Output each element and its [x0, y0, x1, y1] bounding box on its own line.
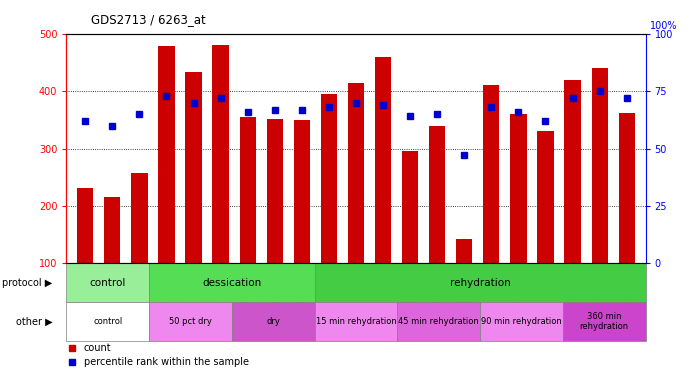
Bar: [483, 86, 500, 321]
Bar: [591, 68, 608, 321]
Bar: [397, 302, 480, 341]
Bar: [480, 302, 563, 341]
Text: count: count: [84, 343, 111, 352]
Bar: [321, 94, 337, 321]
Bar: [267, 119, 283, 321]
Bar: [456, 238, 473, 321]
Bar: [375, 57, 391, 321]
Text: 50 pct dry: 50 pct dry: [169, 317, 212, 326]
Text: rehydration: rehydration: [450, 278, 510, 288]
Bar: [402, 152, 418, 321]
Bar: [212, 45, 229, 321]
Text: 100%: 100%: [650, 21, 677, 31]
Bar: [158, 46, 174, 321]
Text: 360 min
rehydration: 360 min rehydration: [580, 312, 629, 331]
Bar: [565, 80, 581, 321]
Text: GDS2713 / 6263_at: GDS2713 / 6263_at: [91, 13, 205, 26]
Bar: [186, 72, 202, 321]
Text: dessication: dessication: [202, 278, 262, 288]
Bar: [149, 263, 315, 302]
Text: control: control: [93, 317, 122, 326]
Bar: [510, 114, 526, 321]
Bar: [537, 131, 554, 321]
Text: other ▶: other ▶: [16, 316, 52, 327]
Bar: [66, 263, 149, 302]
Bar: [294, 120, 310, 321]
Bar: [429, 126, 445, 321]
Bar: [104, 197, 121, 321]
Bar: [239, 117, 255, 321]
Text: dry: dry: [266, 317, 280, 326]
Bar: [66, 302, 149, 341]
Bar: [131, 172, 147, 321]
Text: control: control: [89, 278, 126, 288]
Text: percentile rank within the sample: percentile rank within the sample: [84, 357, 248, 367]
Text: 45 min rehydration: 45 min rehydration: [399, 317, 479, 326]
Text: 90 min rehydration: 90 min rehydration: [481, 317, 562, 326]
Text: protocol ▶: protocol ▶: [2, 278, 52, 288]
Bar: [315, 263, 646, 302]
Bar: [618, 113, 634, 321]
Bar: [348, 82, 364, 321]
Bar: [563, 302, 646, 341]
Bar: [315, 302, 397, 341]
Bar: [232, 302, 315, 341]
Bar: [149, 302, 232, 341]
Bar: [77, 188, 94, 321]
Text: 15 min rehydration: 15 min rehydration: [315, 317, 396, 326]
